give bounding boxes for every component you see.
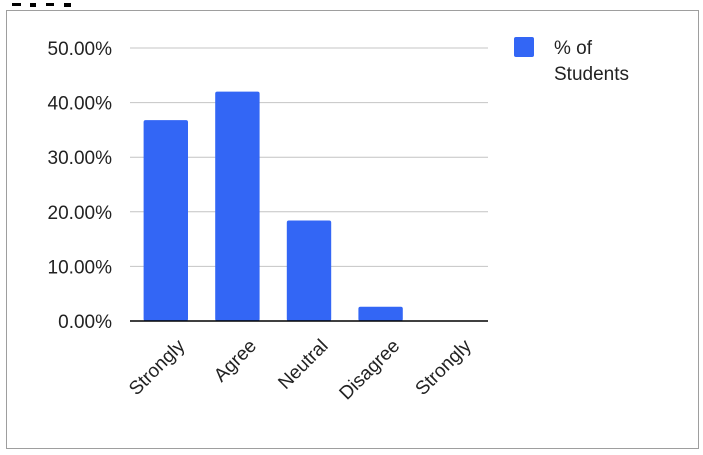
y-tick-label: 20.00% <box>48 203 113 224</box>
x-tick-label: Strongly <box>125 335 189 399</box>
x-axis-ticks: Strongly Agree Neutral Disagree Strongly <box>125 335 476 404</box>
bar <box>358 306 403 321</box>
cropped-glyph <box>64 3 71 7</box>
y-tick-label: 40.00% <box>48 94 113 115</box>
x-tick-label: Neutral <box>274 336 332 394</box>
x-tick-label: Strongly <box>412 335 476 399</box>
x-tick-label: Agree <box>210 336 261 387</box>
chart-frame: 0.00% 10.00% 20.00% 30.00% 40.00% 50.00% Stro… <box>6 10 699 449</box>
legend-swatch <box>514 37 534 57</box>
y-tick-label: 0.00% <box>58 312 112 333</box>
bars <box>143 91 403 322</box>
bar-chart: 0.00% 10.00% 20.00% 30.00% 40.00% 50.00% Stro… <box>48 37 629 404</box>
y-tick-label: 10.00% <box>48 257 113 278</box>
bar <box>215 91 260 322</box>
bar <box>286 220 332 321</box>
cropped-glyph <box>30 3 36 7</box>
y-axis-ticks: 0.00% 10.00% 20.00% 30.00% 40.00% 50.00% <box>48 39 113 333</box>
legend-label-line2: Students <box>554 64 629 85</box>
x-tick-label: Disagree <box>336 336 405 405</box>
gridlines <box>130 47 488 267</box>
y-tick-label: 50.00% <box>48 39 113 60</box>
cropped-glyph <box>46 3 54 6</box>
legend-label-line1: % of <box>554 38 593 59</box>
y-tick-label: 30.00% <box>48 148 113 169</box>
cropped-title-svg <box>12 3 71 7</box>
cropped-title-fragment <box>0 0 703 10</box>
bar <box>143 120 188 322</box>
legend: % of Students <box>514 37 629 85</box>
cropped-glyph <box>12 3 21 6</box>
